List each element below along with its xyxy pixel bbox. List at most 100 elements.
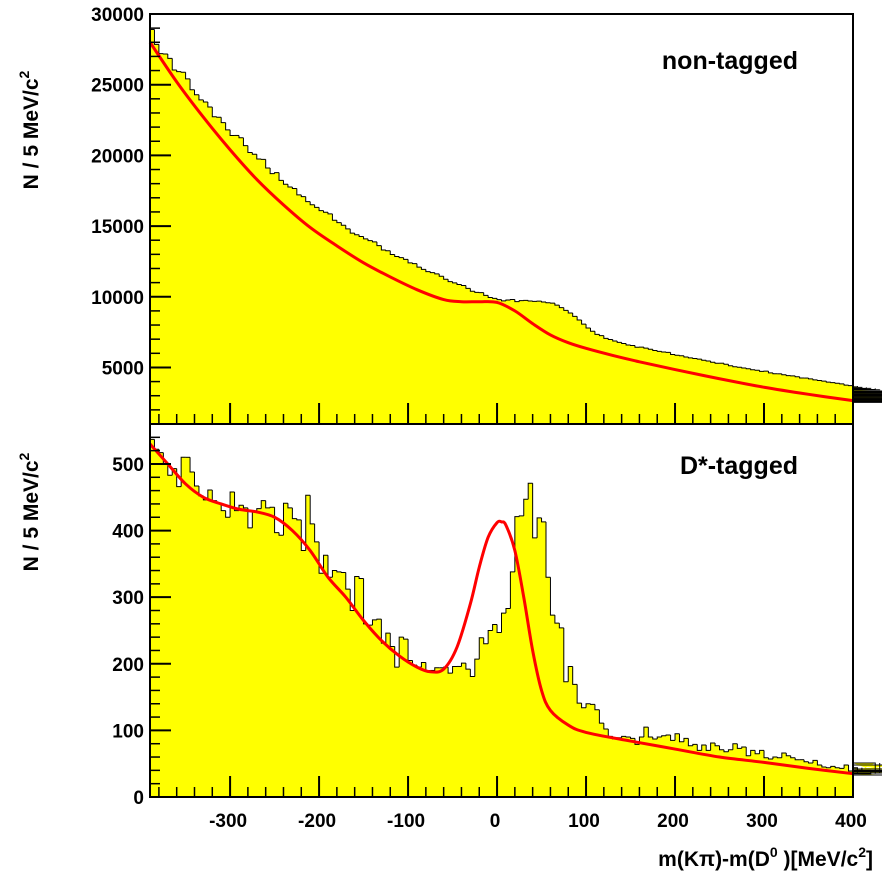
histogram-bin (621, 342, 627, 345)
histogram-bin (853, 386, 863, 388)
histogram-bin (853, 764, 882, 766)
histogram-bin (527, 482, 533, 500)
histogram-bin (229, 491, 235, 518)
histogram-bin (256, 154, 262, 160)
y-tick-label: 15000 (91, 217, 144, 238)
histogram-bin (349, 228, 355, 234)
histogram-bin (345, 225, 351, 230)
histogram-bin (389, 633, 395, 647)
histogram-bin (309, 495, 315, 525)
histogram-bin (816, 760, 822, 766)
histogram-bin (287, 184, 293, 188)
histogram-bin (234, 491, 239, 512)
histogram-bin (291, 507, 297, 520)
histogram-bin (790, 755, 796, 759)
histogram-bin (412, 262, 417, 265)
histogram-bin (741, 367, 747, 369)
histogram-bin (745, 368, 751, 370)
histogram-bin (318, 541, 324, 574)
histogram-bin (745, 747, 751, 757)
histogram-bin (460, 284, 466, 286)
histogram-bin (719, 745, 724, 751)
histogram-bin (287, 503, 293, 509)
histogram-bin (501, 299, 506, 302)
histogram-bin (834, 382, 840, 384)
histogram-bin (630, 344, 635, 347)
histogram-bin (496, 624, 502, 633)
histogram-bin (808, 378, 813, 380)
histogram-bin (732, 743, 738, 750)
histogram-bin (781, 373, 787, 376)
y-tick-label: 30000 (91, 5, 144, 26)
histogram-bin (661, 351, 667, 353)
histogram-bin (853, 390, 882, 392)
histogram-bin (225, 122, 231, 131)
histogram-bin (647, 348, 653, 350)
histogram-bin (585, 703, 591, 708)
histogram-bin (759, 370, 765, 372)
histogram-bin (207, 101, 213, 108)
histogram-bin (621, 735, 627, 738)
histogram-bin (812, 759, 818, 764)
x-tick-label: 200 (657, 811, 689, 832)
histogram-bin (371, 619, 377, 626)
histogram-bin (598, 709, 604, 724)
histogram-bin (167, 53, 173, 59)
histogram-bin (242, 137, 248, 147)
histogram-bin (336, 220, 342, 224)
histogram-bin (585, 324, 591, 329)
y-axis-title-sup: 2 (16, 452, 32, 460)
histogram-bin (474, 658, 480, 677)
histogram-bin (750, 368, 756, 371)
y-tick-label: 100 (112, 721, 144, 742)
histogram-bin (701, 744, 707, 751)
histogram-bin (345, 572, 351, 590)
x-axis-ticks-non-tagged (158, 403, 854, 424)
histogram-bin (527, 300, 533, 302)
fit-curve (148, 41, 854, 403)
histogram-bin (853, 772, 882, 774)
histogram-bin (447, 279, 453, 283)
histogram-bin (305, 196, 311, 203)
histogram-bin (567, 665, 573, 682)
histogram-bin (589, 703, 595, 705)
histogram-bin (180, 71, 186, 73)
y-tick-label: 10000 (91, 288, 144, 309)
histogram-bin (616, 341, 622, 343)
histogram-bin (487, 295, 493, 298)
histogram-bin (296, 188, 302, 196)
histogram-bin (420, 661, 426, 668)
histogram-bin (821, 765, 827, 768)
histogram-bin (367, 238, 373, 242)
x-tick-label: -200 (298, 811, 336, 832)
x-axis-title-sup1: 0 (770, 844, 778, 860)
histogram-bin (465, 663, 471, 670)
histogram-bin (434, 667, 440, 671)
histogram-bin (705, 360, 711, 362)
histogram-bin (251, 152, 257, 155)
histogram-bin (380, 245, 386, 251)
histogram-bin (670, 735, 676, 741)
x-axis-ticks-d-star-tagged: -300 -200 -100 0 100 200 300 400 (158, 776, 867, 832)
histogram-bin (563, 627, 569, 683)
histogram-bin (576, 684, 582, 704)
histogram-bin (247, 145, 253, 154)
y-tick-label: 400 (112, 522, 144, 543)
histogram-bin (371, 240, 377, 243)
histogram-bin (714, 743, 720, 747)
histogram-bin (772, 756, 778, 760)
histogram-bin (509, 571, 515, 609)
y-tick-label: 5000 (102, 358, 144, 379)
histogram-bin (394, 254, 400, 257)
histogram-bin (848, 765, 853, 772)
histogram-bin (167, 463, 173, 476)
x-tick-label: 0 (490, 811, 501, 832)
histogram-bin (483, 637, 489, 645)
histogram-bin (358, 576, 364, 580)
histogram-bin (443, 276, 449, 280)
histogram-bin (354, 576, 360, 611)
histogram-bin (305, 494, 311, 551)
histogram-bin (247, 507, 253, 529)
histogram-bin (848, 385, 853, 387)
